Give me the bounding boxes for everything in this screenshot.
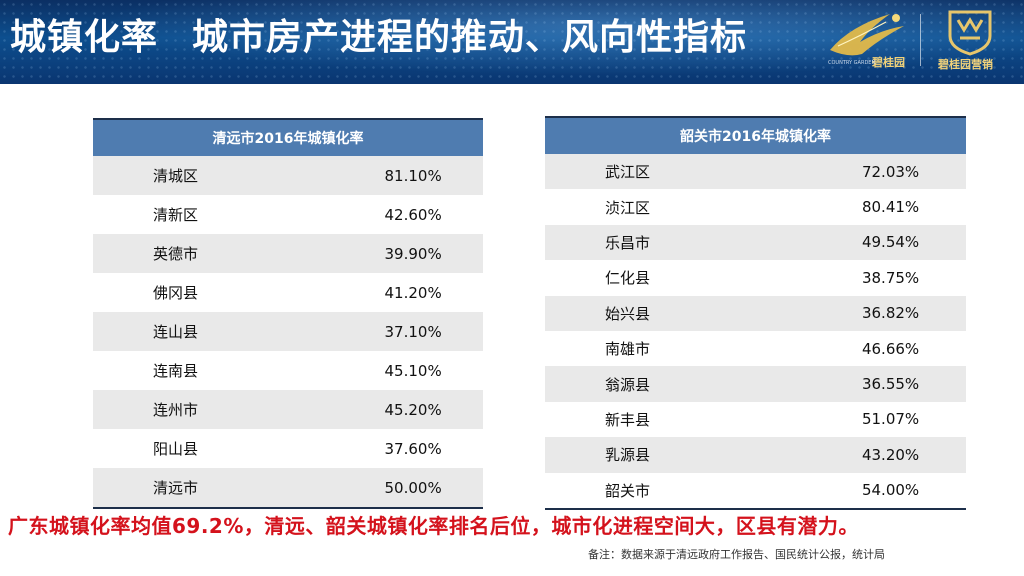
table-row: 英德市 39.90% (93, 234, 483, 273)
table-row: 连州市 45.20% (93, 390, 483, 429)
district-name: 英德市 (93, 234, 344, 273)
urbanization-rate: 36.55% (815, 366, 966, 402)
table-row: 浈江区 80.41% (545, 189, 966, 225)
district-name: 新丰县 (545, 401, 816, 438)
table-row: 佛冈县 41.20% (93, 273, 483, 312)
shaoguan-urbanization-table: 韶关市2016年城镇化率 武江区 72.03% 浈江区 80.41% 乐昌市 49.5… (545, 116, 966, 510)
urbanization-rate: 49.54% (815, 224, 966, 261)
urbanization-rate: 45.10% (343, 351, 483, 390)
urbanization-rate: 72.03% (815, 154, 966, 190)
table-row: 新丰县 51.07% (545, 401, 966, 438)
urbanization-rate: 37.60% (343, 429, 483, 468)
urbanization-rate: 38.75% (815, 260, 966, 296)
table-row: 连山县 37.10% (93, 312, 483, 351)
left-table-header: 清远市2016年城镇化率 (93, 118, 483, 156)
conclusion-text: 广东城镇化率均值69.2%，清远、韶关城镇化率排名后位，城市化进程空间大，区县有… (8, 514, 859, 538)
urbanization-rate: 37.10% (343, 312, 483, 351)
table-row: 清远市 50.00% (93, 468, 483, 509)
district-name: 阳山县 (93, 429, 344, 468)
urbanization-rate: 36.82% (815, 295, 966, 331)
title-part1: 城镇化率 (10, 17, 159, 58)
district-name: 武江区 (545, 154, 816, 190)
country-garden-en: COUNTRY GARDEN (828, 60, 876, 66)
district-name: 清新区 (93, 195, 344, 234)
urbanization-rate: 51.07% (815, 401, 966, 438)
district-name: 连南县 (93, 351, 344, 390)
urbanization-rate: 43.20% (815, 437, 966, 473)
urbanization-rate: 46.66% (815, 330, 966, 367)
district-name: 清远市 (93, 468, 344, 509)
district-name: 清城区 (93, 156, 344, 195)
district-name: 翁源县 (545, 366, 816, 402)
urbanization-rate: 50.00% (343, 468, 483, 509)
table-row: 仁化县 38.75% (545, 260, 966, 296)
district-name: 始兴县 (545, 295, 816, 331)
urbanization-rate: 81.10% (343, 156, 483, 195)
source-note: 备注：数据来源于清远政府工作报告、国民统计公报，统计局 (588, 548, 885, 561)
right-table-header: 韶关市2016年城镇化率 (545, 116, 966, 154)
urbanization-rate: 54.00% (815, 472, 966, 510)
district-name: 韶关市 (545, 472, 816, 510)
urbanization-rate: 45.20% (343, 390, 483, 429)
district-name: 仁化县 (545, 260, 816, 296)
table-row: 韶关市 54.00% (545, 472, 966, 510)
district-name: 乳源县 (545, 437, 816, 473)
table-row: 连南县 45.10% (93, 351, 483, 390)
table-row: 乳源县 43.20% (545, 437, 966, 473)
district-name: 南雄市 (545, 330, 816, 367)
table-row: 阳山县 37.60% (93, 429, 483, 468)
table-row: 南雄市 46.66% (545, 330, 966, 367)
logo-divider (920, 14, 921, 66)
table-row: 始兴县 36.82% (545, 295, 966, 331)
country-garden-cn: 碧桂园 (872, 56, 905, 69)
table-row: 清城区 81.10% (93, 156, 483, 195)
table-row: 乐昌市 49.54% (545, 224, 966, 261)
header-banner: 城镇化率 城市房产进程的推动、风向性指标 碧桂园 COUNTRY GARDEN 碧… (0, 0, 1024, 84)
logo-area: 碧桂园 COUNTRY GARDEN 碧桂园营销 (820, 6, 1020, 74)
country-garden-logo: 碧桂园 COUNTRY GARDEN (820, 6, 912, 72)
urbanization-rate: 42.60% (343, 195, 483, 234)
urbanization-rate: 41.20% (343, 273, 483, 312)
district-name: 连州市 (93, 390, 344, 429)
qingyuan-urbanization-table: 清远市2016年城镇化率 清城区 81.10% 清新区 42.60% 英德市 39.9… (93, 118, 483, 509)
table-row: 武江区 72.03% (545, 154, 966, 190)
marketing-logo: 碧桂园营销 (930, 6, 1010, 72)
urbanization-rate: 80.41% (815, 189, 966, 225)
district-name: 连山县 (93, 312, 344, 351)
table-row: 清新区 42.60% (93, 195, 483, 234)
title-part2: 城市房产进程的推动、风向性指标 (192, 17, 748, 58)
page-title: 城镇化率 城市房产进程的推动、风向性指标 (10, 14, 747, 62)
table-row: 翁源县 36.55% (545, 366, 966, 402)
district-name: 佛冈县 (93, 273, 344, 312)
marketing-shield-icon (948, 10, 992, 56)
urbanization-rate: 39.90% (343, 234, 483, 273)
country-garden-logo-icon (830, 14, 904, 56)
marketing-brand: 碧桂园营销 (938, 58, 993, 71)
district-name: 浈江区 (545, 189, 816, 225)
district-name: 乐昌市 (545, 224, 816, 261)
